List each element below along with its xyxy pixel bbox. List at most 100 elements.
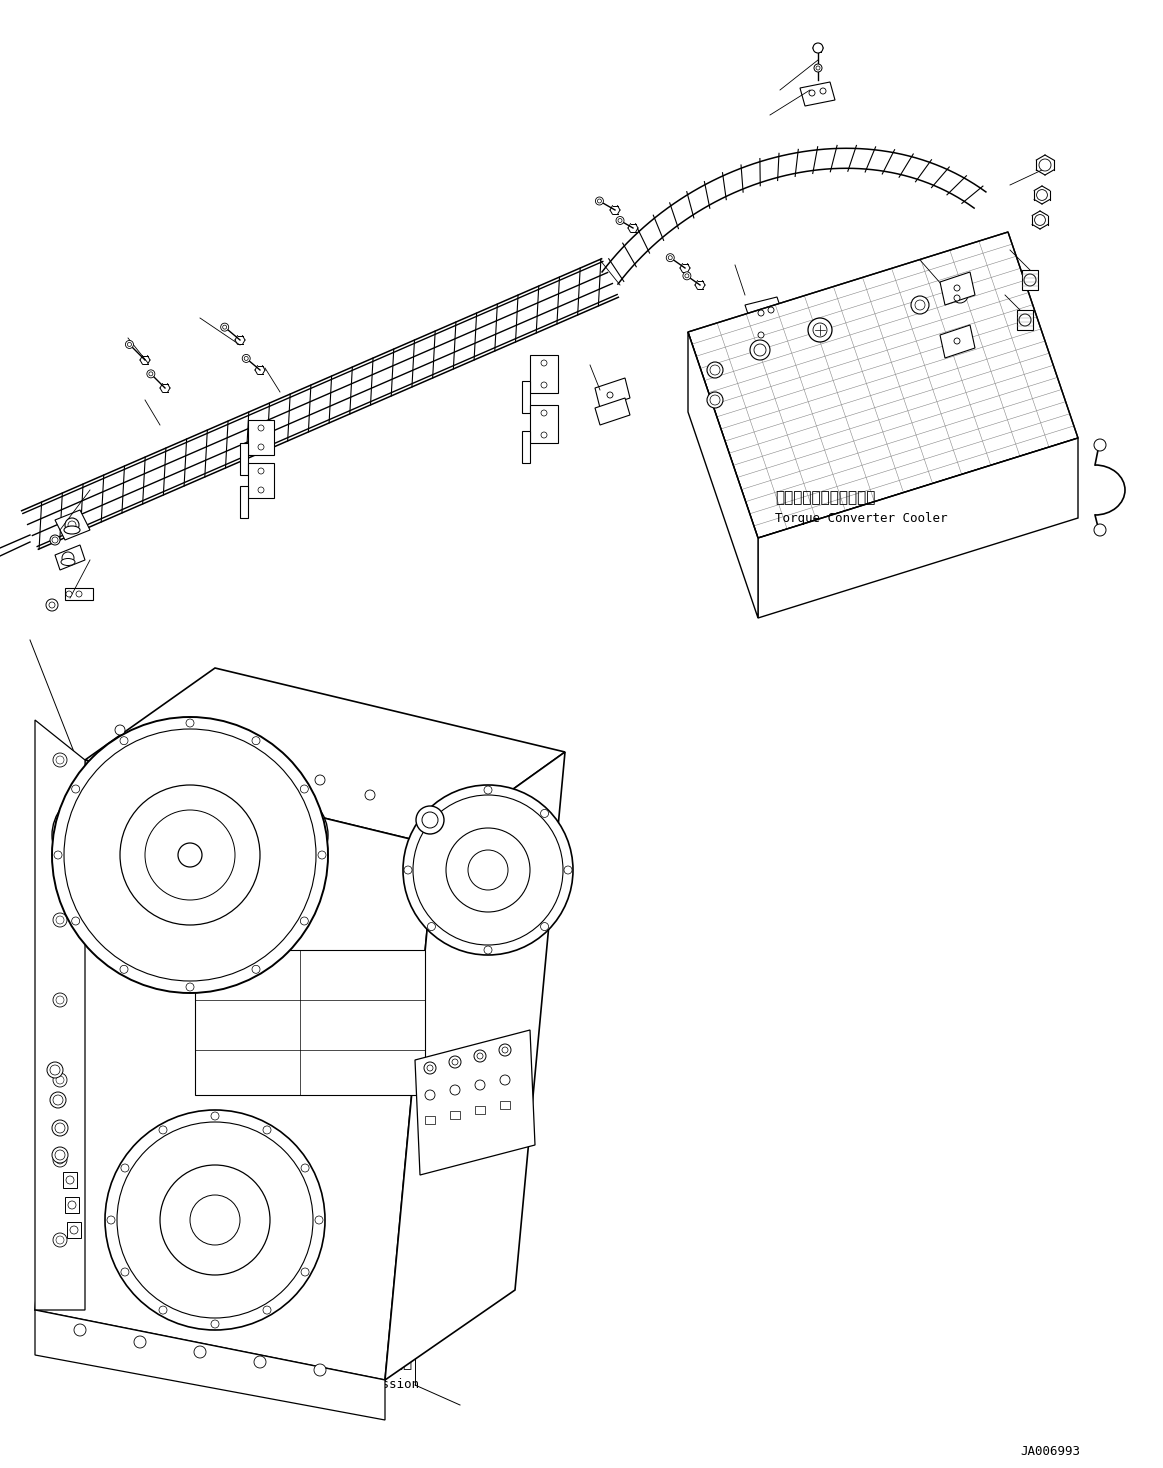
Circle shape [121, 1164, 129, 1171]
Circle shape [541, 382, 547, 388]
Polygon shape [240, 486, 248, 518]
Circle shape [1094, 439, 1106, 451]
Ellipse shape [73, 771, 307, 900]
Circle shape [72, 785, 80, 793]
Circle shape [49, 602, 55, 608]
Circle shape [120, 737, 128, 744]
Circle shape [500, 1075, 511, 1085]
Circle shape [954, 295, 959, 301]
Circle shape [683, 272, 691, 280]
Circle shape [595, 197, 604, 206]
Circle shape [911, 297, 929, 314]
Circle shape [126, 341, 134, 348]
Circle shape [134, 1336, 147, 1348]
Circle shape [956, 291, 964, 299]
Circle shape [105, 1110, 324, 1330]
Circle shape [618, 219, 622, 223]
Circle shape [147, 370, 155, 377]
Circle shape [468, 850, 508, 890]
Circle shape [128, 342, 131, 346]
Polygon shape [522, 432, 530, 462]
Text: トランスミッション: トランスミッション [330, 1355, 412, 1370]
Circle shape [607, 392, 613, 398]
Circle shape [65, 518, 79, 531]
Circle shape [52, 1120, 67, 1136]
Circle shape [709, 366, 720, 374]
Circle shape [499, 1044, 511, 1055]
Polygon shape [688, 232, 1078, 537]
Polygon shape [55, 509, 90, 540]
Circle shape [53, 753, 67, 766]
Circle shape [416, 806, 444, 834]
Circle shape [707, 392, 723, 408]
Circle shape [67, 1201, 76, 1210]
Text: トルクコンバータクーラ: トルクコンバータクーラ [775, 490, 876, 505]
Bar [1022, 270, 1039, 291]
Circle shape [616, 216, 625, 225]
Circle shape [53, 832, 67, 847]
Circle shape [314, 1364, 326, 1376]
Circle shape [145, 810, 235, 900]
Bar [65, 1196, 79, 1213]
Text: Torque Converter Cooler: Torque Converter Cooler [775, 512, 948, 526]
Circle shape [121, 1268, 129, 1276]
Circle shape [404, 866, 412, 873]
Polygon shape [595, 377, 630, 408]
Polygon shape [940, 272, 975, 305]
Polygon shape [385, 752, 565, 1380]
Circle shape [50, 534, 60, 545]
Circle shape [56, 1155, 64, 1164]
Circle shape [53, 1233, 67, 1246]
Polygon shape [35, 1309, 385, 1420]
Polygon shape [530, 405, 558, 443]
Circle shape [1019, 314, 1032, 326]
Circle shape [215, 755, 224, 765]
Circle shape [64, 730, 316, 981]
Circle shape [758, 310, 764, 316]
Circle shape [263, 1126, 271, 1133]
Circle shape [117, 1122, 313, 1318]
Circle shape [194, 1346, 206, 1358]
Circle shape [301, 1268, 309, 1276]
Circle shape [707, 363, 723, 377]
Circle shape [115, 725, 124, 735]
Circle shape [428, 922, 435, 931]
Circle shape [422, 812, 438, 828]
Circle shape [413, 796, 563, 945]
Circle shape [541, 360, 547, 366]
Ellipse shape [60, 558, 74, 565]
Circle shape [816, 66, 820, 70]
Circle shape [301, 1164, 309, 1171]
Circle shape [53, 1152, 67, 1167]
Circle shape [53, 1073, 67, 1086]
Circle shape [484, 945, 492, 954]
Circle shape [252, 737, 261, 744]
Text: Transmission: Transmission [330, 1378, 420, 1392]
Circle shape [428, 809, 435, 818]
Circle shape [1094, 524, 1106, 536]
Bar [65, 589, 93, 600]
Circle shape [475, 1080, 485, 1091]
Circle shape [178, 843, 202, 868]
Circle shape [53, 992, 67, 1007]
Circle shape [149, 371, 152, 376]
Circle shape [211, 1320, 219, 1329]
Circle shape [427, 1064, 433, 1072]
Circle shape [120, 966, 128, 973]
Circle shape [53, 913, 67, 926]
Circle shape [954, 285, 959, 291]
Circle shape [317, 851, 326, 859]
Circle shape [70, 1226, 78, 1235]
Circle shape [424, 1091, 435, 1100]
Circle shape [809, 90, 815, 95]
Polygon shape [415, 1031, 535, 1174]
Circle shape [758, 332, 764, 338]
Text: JA006993: JA006993 [1020, 1445, 1080, 1458]
Circle shape [669, 255, 672, 260]
Circle shape [221, 323, 229, 332]
Circle shape [263, 1307, 271, 1314]
Polygon shape [595, 398, 630, 426]
Circle shape [768, 307, 775, 313]
Circle shape [808, 319, 832, 342]
Polygon shape [522, 382, 530, 413]
